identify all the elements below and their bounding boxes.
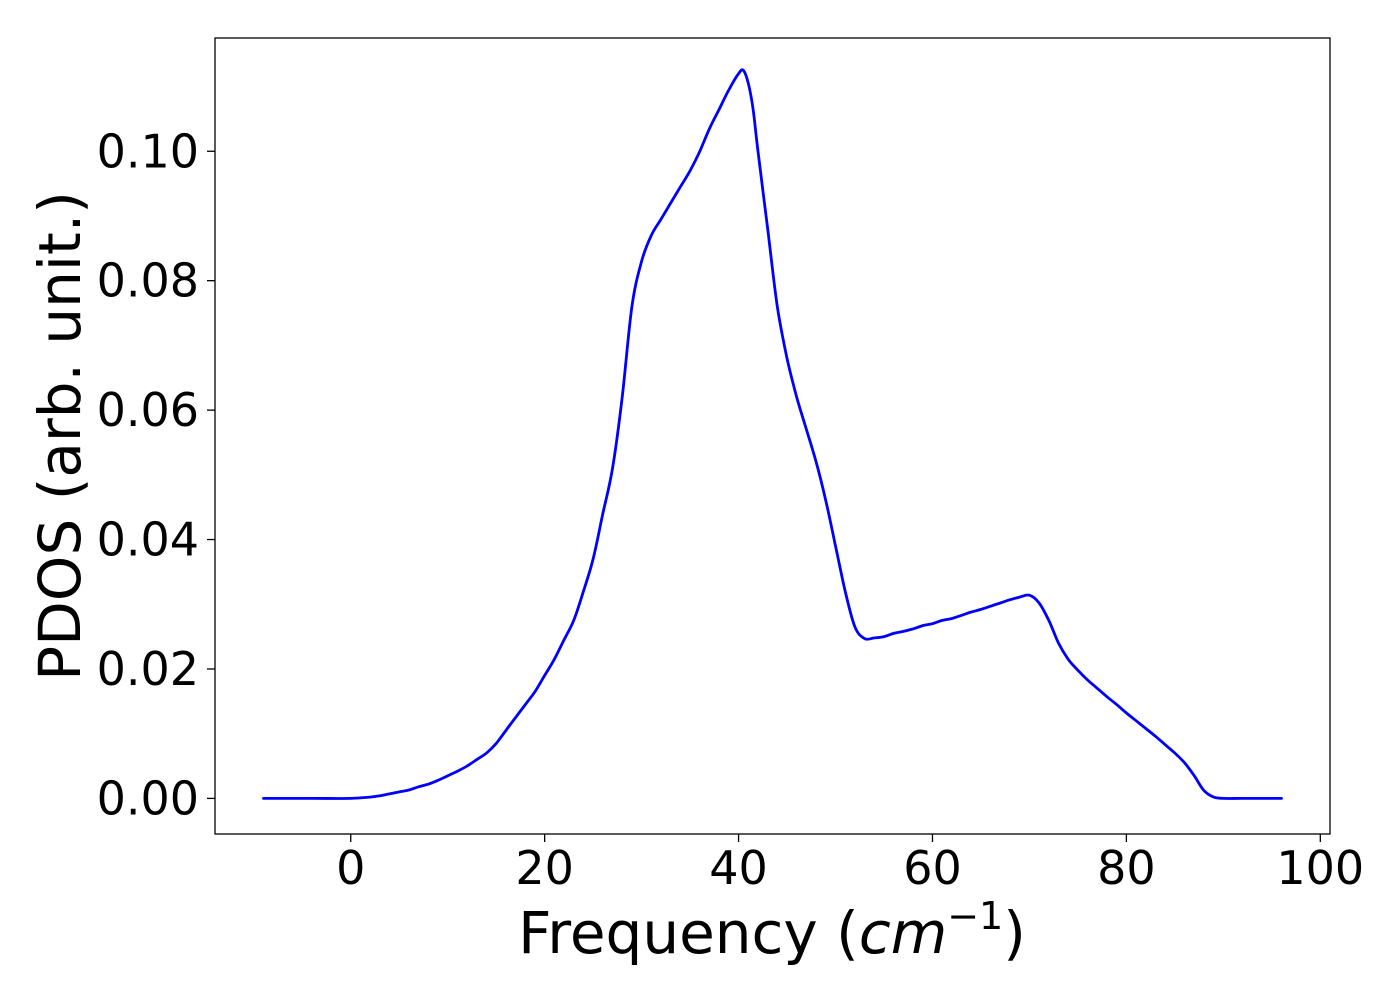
y-tick-label: 0.08 [97, 254, 199, 308]
x-axis-label: Frequency (cm−1) [518, 894, 1026, 967]
y-tick-label: 0.02 [97, 642, 199, 696]
x-tick-label: 100 [1276, 841, 1364, 895]
y-tick-label: 0.10 [97, 124, 199, 178]
plot-frame [214, 37, 1331, 835]
y-axis-label: PDOS (arb. unit.) [26, 191, 94, 681]
pdos-series-line [262, 68, 1283, 800]
y-tick-label: 0.06 [97, 383, 199, 437]
y-axis-ticks: 0.00 0.02 0.04 0.06 0.08 0.10 [97, 124, 215, 825]
x-axis-ticks: 0 20 40 60 80 100 [336, 834, 1364, 895]
x-tick-label: 60 [903, 841, 962, 895]
y-tick-label: 0.04 [97, 513, 199, 567]
x-tick-label: 80 [1097, 841, 1156, 895]
x-tick-label: 0 [336, 841, 365, 895]
x-tick-label: 40 [709, 841, 768, 895]
y-tick-label: 0.00 [97, 771, 199, 825]
x-tick-label: 20 [515, 841, 574, 895]
